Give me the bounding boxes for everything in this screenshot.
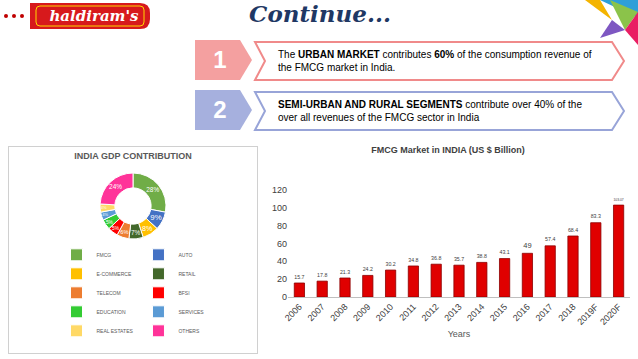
svg-text:AUTO: AUTO xyxy=(178,252,192,258)
html-text:1: 1 xyxy=(213,46,227,73)
svg-text:4%: 4% xyxy=(101,205,107,210)
svg-text:120: 120 xyxy=(272,185,287,195)
svg-text:REAL ESTATES: REAL ESTATES xyxy=(97,328,134,334)
svg-text:43.1: 43.1 xyxy=(499,249,509,255)
svg-text:34.8: 34.8 xyxy=(408,257,418,263)
svg-text:35.7: 35.7 xyxy=(454,256,464,262)
svg-text:2008: 2008 xyxy=(328,302,349,323)
svg-text:28%: 28% xyxy=(146,186,159,193)
svg-text:INDIA GDP CONTRIBUTION: INDIA GDP CONTRIBUTION xyxy=(74,151,192,161)
svg-text:5%: 5% xyxy=(112,226,120,231)
html-text:Continue...: Continue... xyxy=(249,0,391,27)
svg-text:83.3: 83.3 xyxy=(591,213,601,219)
svg-text:6%: 6% xyxy=(120,229,128,235)
svg-text:2011: 2011 xyxy=(397,302,418,323)
svg-text:4%: 4% xyxy=(102,212,108,217)
svg-text:EDUCATION: EDUCATION xyxy=(97,309,126,315)
svg-text:0: 0 xyxy=(282,292,287,302)
svg-text:38.8: 38.8 xyxy=(477,253,487,259)
svg-text:2019F: 2019F xyxy=(575,301,600,326)
svg-text:9%: 9% xyxy=(150,213,161,222)
svg-text:8%: 8% xyxy=(142,225,153,233)
svg-text:2017: 2017 xyxy=(534,302,555,323)
svg-text:2020F: 2020F xyxy=(598,301,623,326)
svg-text:OTHERS: OTHERS xyxy=(178,328,200,334)
svg-text:49: 49 xyxy=(523,241,531,250)
svg-text:24%: 24% xyxy=(109,183,122,190)
svg-text:2012: 2012 xyxy=(420,302,441,323)
svg-text:80: 80 xyxy=(277,221,287,231)
svg-text:21.3: 21.3 xyxy=(340,269,350,275)
svg-text:17.8: 17.8 xyxy=(317,272,327,278)
svg-text:2007: 2007 xyxy=(306,302,327,323)
svg-text:30.2: 30.2 xyxy=(385,261,395,267)
html-text:SEMI-URBAN AND RURAL SEGMENTS: SEMI-URBAN AND RURAL SEGMENTS contribute… xyxy=(278,99,582,123)
svg-text:TELECOM: TELECOM xyxy=(97,290,121,296)
svg-text:FMCG: FMCG xyxy=(97,252,112,258)
html-text:2: 2 xyxy=(213,96,227,123)
svg-text:2010: 2010 xyxy=(374,302,395,323)
html-text:The URBAN MARKET contributes 6: The URBAN MARKET contributes 60% of the … xyxy=(278,49,592,73)
svg-text:2013: 2013 xyxy=(442,302,463,323)
svg-text:2016: 2016 xyxy=(511,302,532,323)
svg-text:40: 40 xyxy=(277,256,287,266)
svg-text:Years: Years xyxy=(448,329,471,339)
svg-text:15.7: 15.7 xyxy=(294,274,304,280)
svg-text:2009: 2009 xyxy=(351,302,372,323)
svg-text:60: 60 xyxy=(277,239,287,249)
svg-text:2006: 2006 xyxy=(283,302,304,323)
svg-text:57.4: 57.4 xyxy=(545,236,555,242)
svg-text:SERVICES: SERVICES xyxy=(178,309,204,315)
svg-text:RETAIL: RETAIL xyxy=(178,271,195,277)
svg-text:2015: 2015 xyxy=(488,302,509,323)
html-text:haldiram's: haldiram's xyxy=(49,7,139,25)
svg-text:103.07: 103.07 xyxy=(613,198,623,202)
svg-text:68.4: 68.4 xyxy=(568,227,578,233)
svg-text:36.8: 36.8 xyxy=(431,255,441,261)
svg-text:5%: 5% xyxy=(106,220,114,225)
svg-text:2018: 2018 xyxy=(556,302,577,323)
svg-text:E-COMMERCE: E-COMMERCE xyxy=(97,271,132,277)
svg-text:FMCG Market in INDIA (US $ Bil: FMCG Market in INDIA (US $ Billion) xyxy=(371,145,525,155)
svg-text:2014: 2014 xyxy=(465,302,486,323)
svg-text:24.2: 24.2 xyxy=(363,266,373,272)
svg-text:BFSI: BFSI xyxy=(178,290,189,296)
svg-text:20: 20 xyxy=(277,274,287,284)
svg-text:7%: 7% xyxy=(131,229,141,236)
svg-text:100: 100 xyxy=(272,203,287,213)
